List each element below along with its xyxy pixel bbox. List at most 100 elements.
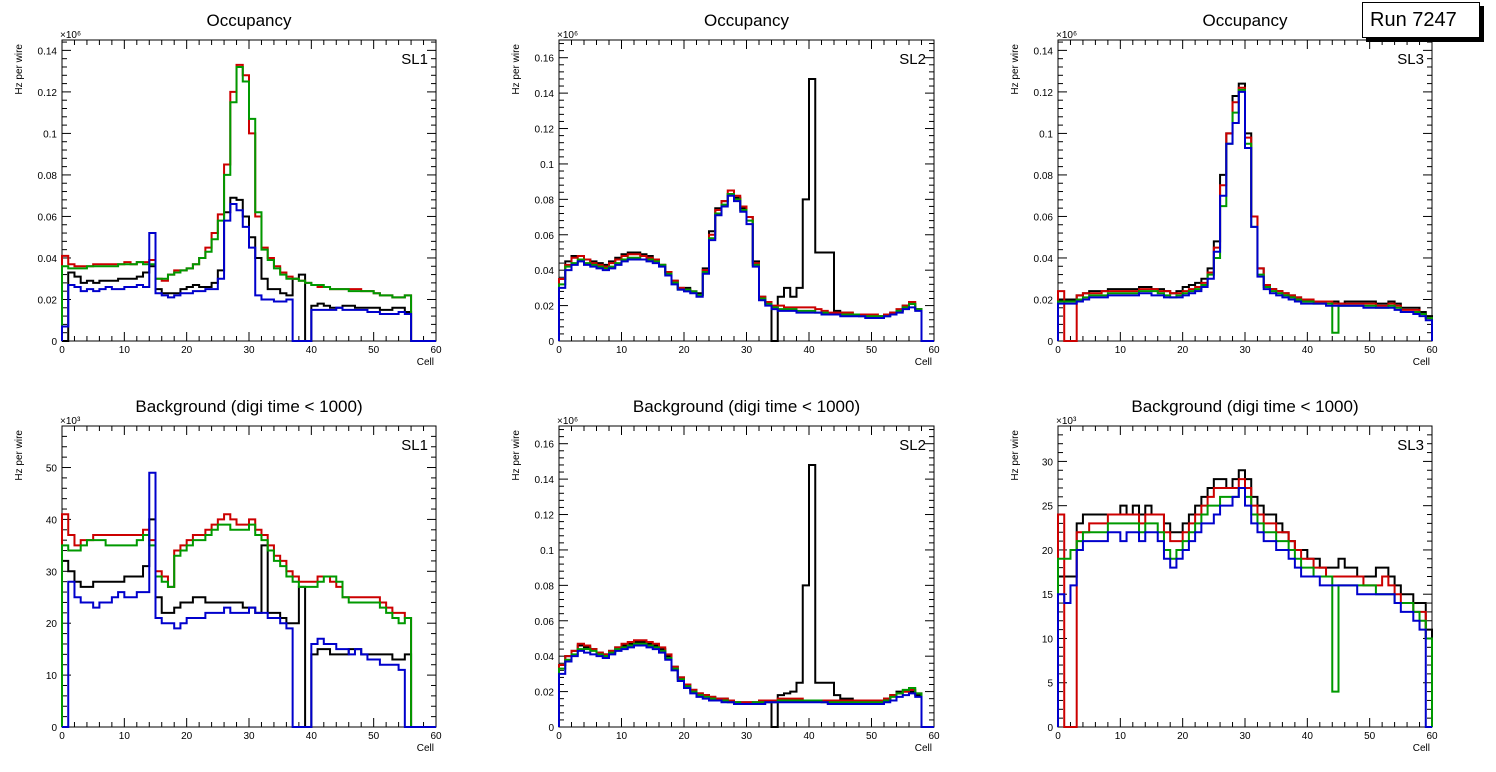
y-tick-label: 0.06 bbox=[535, 231, 555, 242]
x-tick-label: 50 bbox=[368, 731, 380, 742]
y-exponent-label: ×10⁶ bbox=[1056, 30, 1077, 41]
superlayer-label: SL1 bbox=[401, 51, 428, 68]
y-tick-label: 0 bbox=[51, 337, 57, 348]
x-tick-label: 30 bbox=[1239, 731, 1251, 742]
x-axis-label: Cell bbox=[915, 743, 932, 754]
x-axis-label: Cell bbox=[915, 357, 932, 368]
chart-panel-4: Background (digi time < 1000) SL1 Cell Hz p… bbox=[14, 397, 442, 754]
x-tick-label: 40 bbox=[803, 345, 815, 356]
y-tick-label: 30 bbox=[1042, 457, 1054, 468]
chart-panel-3: Occupancy SL3 Cell Hz per wire ×10⁶ 0 10 20 30 40… bbox=[1010, 11, 1438, 368]
y-tick-label: 0.04 bbox=[38, 254, 58, 265]
x-tick-label: 20 bbox=[181, 345, 193, 356]
series-black bbox=[1057, 82, 1433, 341]
y-tick-label: 0.02 bbox=[1034, 295, 1054, 306]
run-label-box: Run 7247 bbox=[1362, 2, 1480, 38]
x-tick-label: 30 bbox=[1239, 345, 1251, 356]
x-tick-label: 50 bbox=[1364, 345, 1376, 356]
series-blue bbox=[558, 194, 934, 342]
series-black bbox=[1057, 469, 1433, 727]
y-tick-label: 20 bbox=[46, 619, 58, 630]
x-tick-label: 10 bbox=[616, 731, 628, 742]
x-tick-label: 30 bbox=[243, 731, 255, 742]
series-black bbox=[62, 196, 436, 342]
chart-title: Occupancy bbox=[704, 11, 790, 30]
x-tick-label: 30 bbox=[741, 345, 753, 356]
y-tick-label: 0.06 bbox=[1034, 212, 1054, 223]
series-green bbox=[558, 642, 934, 728]
y-tick-label: 0.1 bbox=[43, 129, 57, 140]
y-tick-label: 0.08 bbox=[535, 581, 555, 592]
y-tick-label: 0 bbox=[1047, 723, 1053, 734]
x-tick-label: 30 bbox=[741, 731, 753, 742]
y-tick-label: 0 bbox=[51, 723, 57, 734]
x-tick-label: 10 bbox=[1115, 731, 1127, 742]
x-tick-label: 50 bbox=[368, 345, 380, 356]
y-axis-label: Hz per wire bbox=[511, 430, 522, 481]
series-green bbox=[1057, 486, 1433, 727]
y-axis-label: Hz per wire bbox=[14, 44, 25, 95]
y-tick-label: 0.12 bbox=[535, 125, 555, 136]
y-axis-label: Hz per wire bbox=[1010, 44, 1021, 95]
y-tick-label: 20 bbox=[1042, 546, 1054, 557]
x-tick-label: 40 bbox=[803, 731, 815, 742]
plot-frame bbox=[558, 39, 935, 342]
y-tick-label: 0 bbox=[1047, 337, 1053, 348]
series-black bbox=[61, 518, 436, 728]
x-tick-label: 10 bbox=[616, 345, 628, 356]
y-exponent-label: ×10⁶ bbox=[60, 30, 81, 41]
y-axis-label: Hz per wire bbox=[511, 44, 522, 95]
chart-panel-5: Background (digi time < 1000) SL2 Cell Hz p… bbox=[511, 397, 940, 754]
series-red bbox=[1057, 478, 1433, 728]
x-tick-label: 50 bbox=[1364, 731, 1376, 742]
x-tick-label: 50 bbox=[866, 345, 878, 356]
x-tick-label: 60 bbox=[1426, 345, 1438, 356]
x-tick-label: 60 bbox=[1426, 731, 1438, 742]
series-blue bbox=[1057, 486, 1432, 728]
x-tick-label: 20 bbox=[678, 345, 690, 356]
x-tick-label: 20 bbox=[1177, 731, 1189, 742]
x-tick-label: 0 bbox=[59, 345, 65, 356]
x-tick-label: 40 bbox=[306, 731, 318, 742]
x-tick-label: 40 bbox=[1302, 731, 1314, 742]
x-tick-label: 0 bbox=[1055, 345, 1061, 356]
x-tick-label: 10 bbox=[119, 731, 131, 742]
y-tick-label: 0.14 bbox=[535, 475, 555, 486]
superlayer-label: SL1 bbox=[401, 437, 428, 454]
y-axis-label: Hz per wire bbox=[14, 430, 25, 481]
x-tick-label: 20 bbox=[1177, 345, 1189, 356]
x-tick-label: 30 bbox=[243, 345, 255, 356]
y-tick-label: 0.06 bbox=[535, 617, 555, 628]
x-tick-label: 20 bbox=[181, 731, 193, 742]
chart-title: Occupancy bbox=[1202, 11, 1288, 30]
series-green bbox=[1057, 88, 1433, 341]
chart-panel-6: Background (digi time < 1000) SL3 Cell Hz p… bbox=[1010, 397, 1438, 754]
y-tick-label: 0.02 bbox=[38, 295, 58, 306]
superlayer-label: SL3 bbox=[1397, 51, 1424, 68]
y-tick-label: 0.14 bbox=[38, 46, 58, 57]
y-tick-label: 0.14 bbox=[535, 89, 555, 100]
x-axis-label: Cell bbox=[417, 357, 434, 368]
y-tick-label: 15 bbox=[1042, 590, 1054, 601]
x-tick-label: 0 bbox=[556, 731, 562, 742]
chart-title: Background (digi time < 1000) bbox=[1131, 397, 1358, 416]
x-tick-label: 0 bbox=[1055, 731, 1061, 742]
x-tick-label: 0 bbox=[556, 345, 562, 356]
y-tick-label: 0.1 bbox=[1039, 129, 1053, 140]
x-axis-label: Cell bbox=[1413, 743, 1430, 754]
y-tick-label: 0.12 bbox=[1034, 88, 1054, 99]
y-tick-label: 0.02 bbox=[535, 688, 555, 699]
y-exponent-label: ×10³ bbox=[1056, 416, 1077, 427]
chart-title: Background (digi time < 1000) bbox=[633, 397, 860, 416]
chart-title: Occupancy bbox=[206, 11, 292, 30]
x-tick-label: 20 bbox=[678, 731, 690, 742]
superlayer-label: SL2 bbox=[899, 437, 926, 454]
y-tick-label: 0.06 bbox=[38, 212, 58, 223]
series-blue bbox=[62, 471, 436, 728]
x-tick-label: 10 bbox=[1115, 345, 1127, 356]
y-tick-label: 0.16 bbox=[535, 440, 555, 451]
y-tick-label: 0 bbox=[548, 337, 554, 348]
superlayer-label: SL3 bbox=[1397, 437, 1424, 454]
series-green bbox=[61, 523, 436, 728]
